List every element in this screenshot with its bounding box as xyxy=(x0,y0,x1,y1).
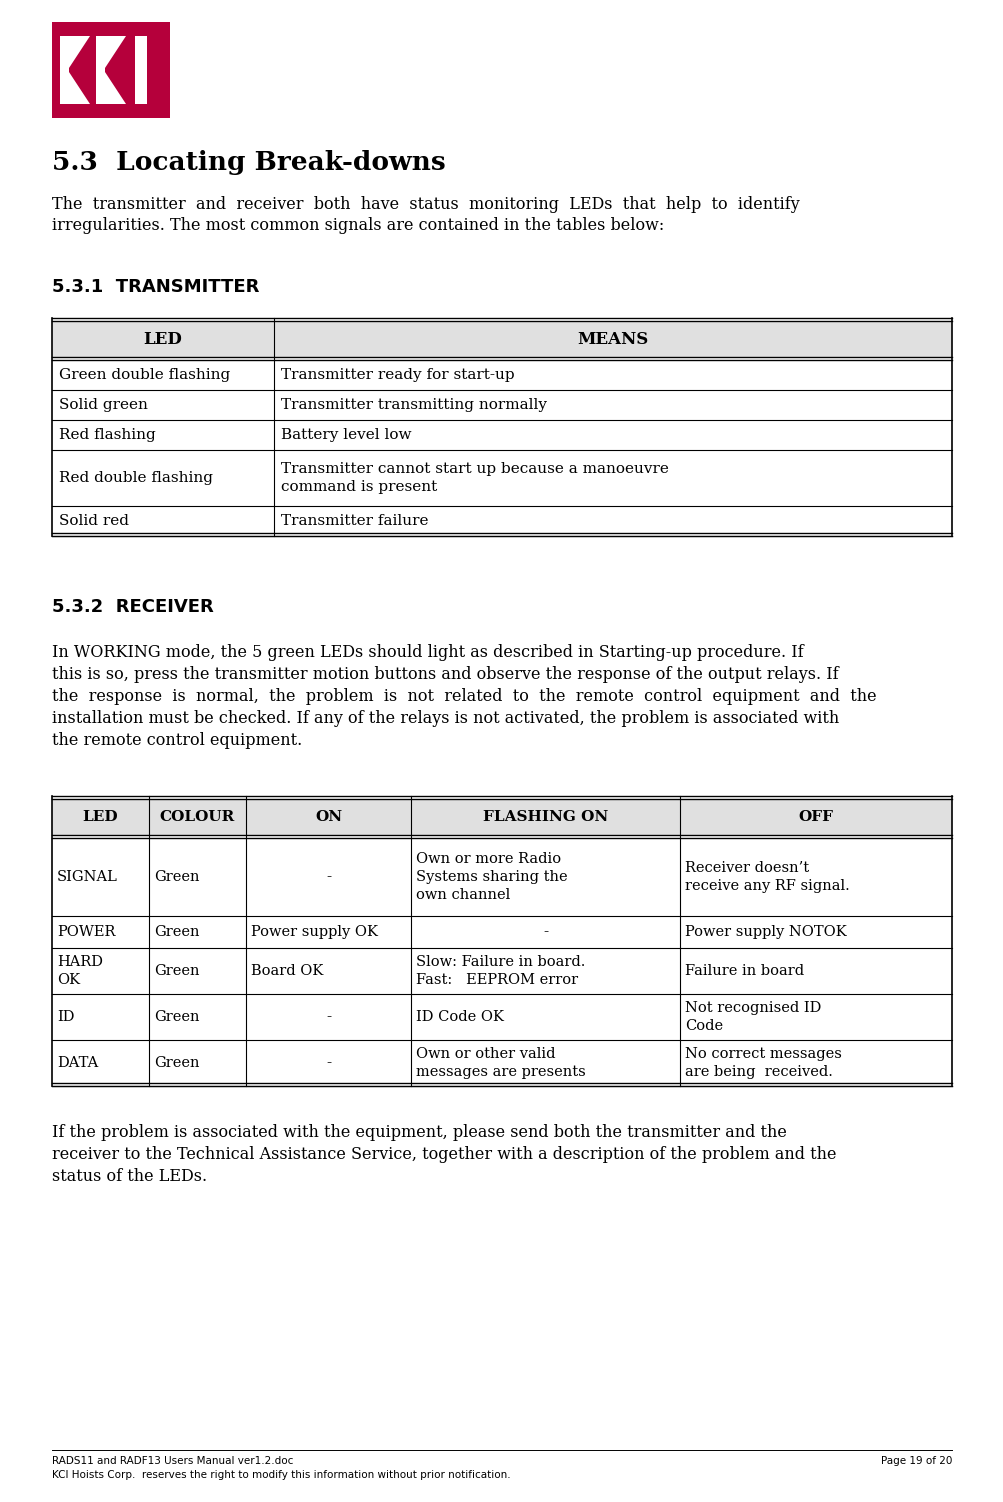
Text: POWER: POWER xyxy=(57,925,115,939)
Text: The  transmitter  and  receiver  both  have  status  monitoring  LEDs  that  hel: The transmitter and receiver both have s… xyxy=(52,195,799,213)
Text: Red double flashing: Red double flashing xyxy=(59,472,213,485)
Text: Transmitter cannot start up because a manoeuvre
command is present: Transmitter cannot start up because a ma… xyxy=(281,461,668,494)
Text: Green: Green xyxy=(153,964,200,978)
Text: -: - xyxy=(543,925,548,939)
Text: Battery level low: Battery level low xyxy=(281,428,411,442)
Bar xyxy=(52,799,951,835)
Text: FLASHING ON: FLASHING ON xyxy=(482,810,608,825)
Text: the  response  is  normal,  the  problem  is  not  related  to  the  remote  con: the response is normal, the problem is n… xyxy=(52,688,876,704)
Text: SIGNAL: SIGNAL xyxy=(57,870,117,885)
Text: Green: Green xyxy=(153,1056,200,1069)
Text: Solid red: Solid red xyxy=(59,514,128,529)
Text: No correct messages
are being  received.: No correct messages are being received. xyxy=(684,1047,842,1078)
Polygon shape xyxy=(69,36,90,68)
Text: Solid green: Solid green xyxy=(59,398,147,412)
Text: installation must be checked. If any of the relays is not activated, the problem: installation must be checked. If any of … xyxy=(52,710,839,727)
Polygon shape xyxy=(105,36,125,68)
Text: Green: Green xyxy=(153,925,200,939)
Text: KCI Hoists Corp.  reserves the right to modify this information without prior no: KCI Hoists Corp. reserves the right to m… xyxy=(52,1470,511,1479)
Text: ID: ID xyxy=(57,1009,74,1024)
Text: DATA: DATA xyxy=(57,1056,98,1069)
Text: the remote control equipment.: the remote control equipment. xyxy=(52,731,302,749)
Bar xyxy=(52,321,951,357)
Text: -: - xyxy=(326,870,331,885)
Text: Board OK: Board OK xyxy=(251,964,323,978)
Bar xyxy=(134,36,146,104)
Text: Transmitter failure: Transmitter failure xyxy=(281,514,428,529)
Text: Power supply OK: Power supply OK xyxy=(251,925,377,939)
Text: Red flashing: Red flashing xyxy=(59,428,155,442)
Text: ID Code OK: ID Code OK xyxy=(415,1009,504,1024)
Text: Own or more Radio
Systems sharing the
own channel: Own or more Radio Systems sharing the ow… xyxy=(415,852,567,901)
Text: RADS11 and RADF13 Users Manual ver1.2.doc: RADS11 and RADF13 Users Manual ver1.2.do… xyxy=(52,1455,293,1466)
Text: Green: Green xyxy=(153,1009,200,1024)
Text: this is so, press the transmitter motion buttons and observe the response of the: this is so, press the transmitter motion… xyxy=(52,665,838,683)
Text: OFF: OFF xyxy=(797,810,832,825)
Text: COLOUR: COLOUR xyxy=(159,810,235,825)
Text: receiver to the Technical Assistance Service, together with a description of the: receiver to the Technical Assistance Ser… xyxy=(52,1146,835,1163)
Text: Not recognised ID
Code: Not recognised ID Code xyxy=(684,1000,820,1033)
Polygon shape xyxy=(105,72,125,104)
Polygon shape xyxy=(69,72,90,104)
Text: In WORKING mode, the 5 green LEDs should light as described in Starting-up proce: In WORKING mode, the 5 green LEDs should… xyxy=(52,644,802,661)
Text: Transmitter transmitting normally: Transmitter transmitting normally xyxy=(281,398,547,412)
Text: Receiver doesn’t
receive any RF signal.: Receiver doesn’t receive any RF signal. xyxy=(684,861,849,892)
Text: Green: Green xyxy=(153,870,200,885)
Text: MEANS: MEANS xyxy=(577,330,648,347)
Text: Slow: Failure in board.
Fast:   EEPROM error: Slow: Failure in board. Fast: EEPROM err… xyxy=(415,955,585,987)
Text: status of the LEDs.: status of the LEDs. xyxy=(52,1169,207,1185)
Text: -: - xyxy=(326,1056,331,1069)
Text: ON: ON xyxy=(315,810,342,825)
Text: -: - xyxy=(326,1009,331,1024)
Text: 5.3.2  RECEIVER: 5.3.2 RECEIVER xyxy=(52,598,214,616)
Text: irregularities. The most common signals are contained in the tables below:: irregularities. The most common signals … xyxy=(52,216,664,234)
Text: Failure in board: Failure in board xyxy=(684,964,803,978)
Text: LED: LED xyxy=(143,330,183,347)
Text: 5.3  Locating Break-downs: 5.3 Locating Break-downs xyxy=(52,150,445,176)
Text: Transmitter ready for start-up: Transmitter ready for start-up xyxy=(281,368,515,382)
Text: Green double flashing: Green double flashing xyxy=(59,368,230,382)
Text: Power supply NOTOK: Power supply NOTOK xyxy=(684,925,846,939)
Bar xyxy=(96,36,105,104)
Text: If the problem is associated with the equipment, please send both the transmitte: If the problem is associated with the eq… xyxy=(52,1123,786,1142)
Text: Own or other valid
messages are presents: Own or other valid messages are presents xyxy=(415,1047,585,1078)
Bar xyxy=(52,23,170,119)
Text: LED: LED xyxy=(82,810,118,825)
Text: Page 19 of 20: Page 19 of 20 xyxy=(880,1455,951,1466)
Text: 5.3.1  TRANSMITTER: 5.3.1 TRANSMITTER xyxy=(52,278,259,296)
Bar xyxy=(60,36,69,104)
Text: HARD
OK: HARD OK xyxy=(57,955,103,987)
